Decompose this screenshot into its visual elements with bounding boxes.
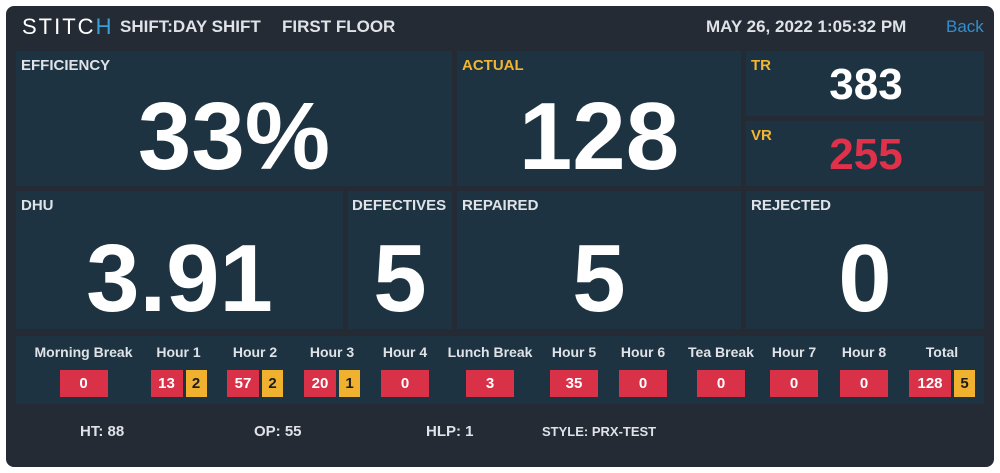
repaired-label: REPAIRED xyxy=(462,197,539,214)
hourly-strip: Morning Break 0 Hour 1 13 2 Hour 2 57 2 Ho… xyxy=(16,336,984,404)
hour-count: 0 xyxy=(697,370,745,397)
repaired-value: 5 xyxy=(572,225,626,332)
hour-count: 0 xyxy=(59,370,108,397)
defectives-panel: DEFECTIVES 5 xyxy=(348,191,452,329)
tr-label: TR xyxy=(751,57,771,74)
shift-label: SHIFT:DAY SHIFT xyxy=(120,17,261,36)
hour-cell-tea-break: Tea Break 0 xyxy=(678,336,764,404)
hour-count: 20 xyxy=(304,370,336,397)
hour-cell-total: Total 128 5 xyxy=(900,336,984,404)
hour-name: Total xyxy=(925,344,959,360)
hour-name: Morning Break xyxy=(34,344,133,360)
defectives-label: DEFECTIVES xyxy=(352,197,447,214)
dhu-value: 3.91 xyxy=(86,225,273,332)
defectives-value: 5 xyxy=(373,225,427,332)
hour-cell-hour-5: Hour 5 35 xyxy=(536,336,612,404)
actual-panel: ACTUAL 128 xyxy=(457,51,741,186)
footer-ht: HT: 88 xyxy=(80,423,125,440)
hour-name: Hour 5 xyxy=(551,344,597,360)
hour-defects: 1 xyxy=(339,370,360,397)
header-bar: STITCH SHIFT:DAY SHIFT FIRST FLOOR MAY 2… xyxy=(6,6,994,46)
hour-name: Hour 6 xyxy=(620,344,666,360)
hour-name: Hour 8 xyxy=(841,344,887,360)
hour-count: 13 xyxy=(150,370,183,397)
hour-cell-hour-7: Hour 7 0 xyxy=(756,336,832,404)
rejected-panel: REJECTED 0 xyxy=(746,191,984,329)
app-logo: STITCH xyxy=(22,14,114,39)
hour-count: 0 xyxy=(619,370,667,397)
hour-cell-hour-1: Hour 1 13 2 xyxy=(141,336,216,404)
hour-count: 128 xyxy=(909,370,951,397)
actual-label: ACTUAL xyxy=(462,57,524,74)
dhu-panel: DHU 3.91 xyxy=(16,191,343,329)
dhu-label: DHU xyxy=(21,197,54,214)
hour-defects: 2 xyxy=(185,370,207,397)
footer-hlp: HLP: 1 xyxy=(426,423,474,440)
hour-name: Hour 7 xyxy=(771,344,817,360)
dashboard-frame: STITCH SHIFT:DAY SHIFT FIRST FLOOR MAY 2… xyxy=(6,6,994,467)
hour-cell-hour-8: Hour 8 0 xyxy=(828,336,900,404)
vr-label: VR xyxy=(751,127,772,144)
hour-cell-hour-4: Hour 4 0 xyxy=(370,336,440,404)
hour-name: Hour 4 xyxy=(382,344,428,360)
rejected-label: REJECTED xyxy=(751,197,832,214)
hour-count: 0 xyxy=(381,370,429,397)
hour-name: Hour 1 xyxy=(156,344,201,360)
vr-value: 255 xyxy=(829,130,903,179)
hour-name: Hour 2 xyxy=(232,344,278,360)
hour-count: 0 xyxy=(840,370,888,397)
hour-cell-hour-3: Hour 3 20 1 xyxy=(294,336,370,404)
vr-panel: VR 255 xyxy=(746,121,984,186)
hour-name: Hour 3 xyxy=(309,344,355,360)
efficiency-label: EFFICIENCY xyxy=(21,57,111,74)
hour-name: Lunch Break xyxy=(447,344,533,360)
rejected-value: 0 xyxy=(838,225,892,332)
hour-count: 0 xyxy=(770,370,818,397)
floor-label: FIRST FLOOR xyxy=(282,17,396,36)
hour-defects: 5 xyxy=(954,370,975,397)
back-link[interactable]: Back xyxy=(946,17,984,36)
hour-defects: 2 xyxy=(262,370,283,397)
hour-cell-hour-6: Hour 6 0 xyxy=(608,336,678,404)
tr-value: 383 xyxy=(829,60,903,109)
hour-cell-lunch-break: Lunch Break 3 xyxy=(440,336,540,404)
hour-cell-hour-2: Hour 2 57 2 xyxy=(216,336,294,404)
efficiency-value: 33% xyxy=(137,83,331,190)
tr-panel: TR 383 xyxy=(746,51,984,116)
footer-op: OP: 55 xyxy=(254,423,302,440)
datetime-label: MAY 26, 2022 1:05:32 PM xyxy=(706,17,907,36)
efficiency-panel: EFFICIENCY 33% xyxy=(16,51,452,186)
hour-count: 3 xyxy=(466,370,514,397)
actual-value: 128 xyxy=(518,83,680,190)
footer-style: STYLE: PRX-TEST xyxy=(542,424,657,439)
hour-count: 35 xyxy=(550,370,598,397)
hour-name: Tea Break xyxy=(688,344,754,360)
repaired-panel: REPAIRED 5 xyxy=(457,191,741,329)
hour-cell-morning-break: Morning Break 0 xyxy=(16,336,151,404)
hour-count: 57 xyxy=(227,370,259,397)
